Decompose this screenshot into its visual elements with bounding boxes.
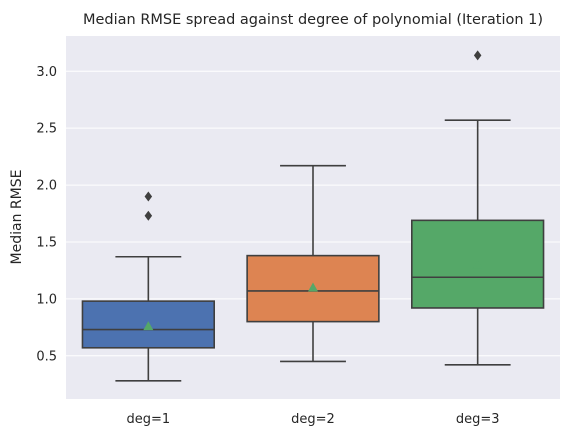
y-axis-title: Median RMSE — [9, 170, 25, 265]
x-tick-labels: deg=1 deg=2 deg=3 — [126, 412, 499, 427]
x-tick-label: deg=2 — [291, 412, 335, 427]
y-tick-label: 1.0 — [36, 292, 57, 307]
x-tick-label: deg=1 — [126, 412, 170, 427]
y-tick-labels: 0.5 1.0 1.5 2.0 2.5 3.0 — [36, 65, 57, 364]
y-tick-label: 2.0 — [36, 179, 57, 194]
y-tick-label: 2.5 — [36, 122, 57, 137]
y-tick-label: 3.0 — [36, 65, 57, 80]
y-tick-label: 1.5 — [36, 235, 57, 250]
x-tick-label: deg=3 — [456, 412, 500, 427]
chart-title: Median RMSE spread against degree of pol… — [83, 12, 543, 28]
y-tick-label: 0.5 — [36, 349, 57, 364]
